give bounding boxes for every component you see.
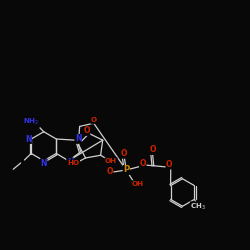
- Text: O: O: [121, 149, 128, 158]
- Text: O: O: [149, 146, 156, 154]
- Text: NH$_2$: NH$_2$: [23, 117, 40, 127]
- Text: O: O: [83, 126, 90, 136]
- Text: O: O: [91, 118, 97, 124]
- Text: O: O: [166, 160, 172, 169]
- Text: OH: OH: [105, 158, 117, 164]
- Text: P: P: [123, 166, 130, 174]
- Text: N: N: [25, 134, 32, 143]
- Text: O: O: [106, 168, 113, 176]
- Text: N: N: [75, 134, 81, 143]
- Text: OH: OH: [132, 181, 144, 187]
- Text: CH$_3$: CH$_3$: [190, 202, 206, 212]
- Text: HO: HO: [68, 160, 80, 166]
- Text: N: N: [40, 159, 47, 168]
- Text: O: O: [140, 159, 146, 168]
- Text: N: N: [67, 158, 73, 167]
